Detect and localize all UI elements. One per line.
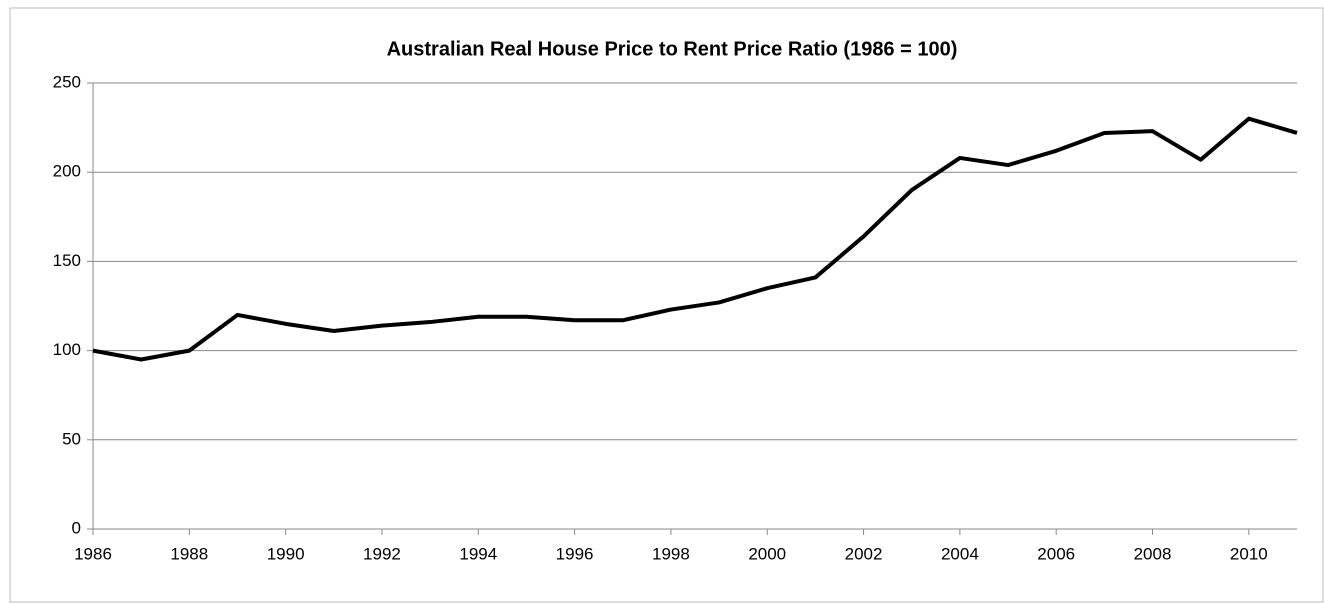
data-line xyxy=(92,116,1298,362)
x-tick-label: 2006 xyxy=(1037,544,1075,563)
x-tick-label: 1996 xyxy=(556,544,594,563)
chart-frame xyxy=(9,7,1324,603)
x-tick-label: 2004 xyxy=(941,544,979,563)
y-tick-label: 200 xyxy=(53,162,81,181)
chart-title: Australian Real House Price to Rent Pric… xyxy=(387,38,958,60)
y-tick-label: 150 xyxy=(53,251,81,270)
x-tick-label: 1994 xyxy=(459,544,497,563)
x-tick-label: 1990 xyxy=(267,544,305,563)
y-tick-label: 50 xyxy=(62,429,81,448)
x-tick-label: 2002 xyxy=(845,544,883,563)
x-tick-label: 2000 xyxy=(748,544,786,563)
y-tick-label: 100 xyxy=(53,340,81,359)
y-tick-label: 250 xyxy=(53,72,81,91)
x-tick-label: 1998 xyxy=(652,544,690,563)
x-tick-label: 1988 xyxy=(170,544,208,563)
x-tick-label: 2008 xyxy=(1134,544,1172,563)
y-tick-label: 0 xyxy=(72,518,81,537)
x-tick-label: 1992 xyxy=(363,544,401,563)
x-tick-label: 1986 xyxy=(74,544,112,563)
x-tick-label: 2010 xyxy=(1230,544,1268,563)
